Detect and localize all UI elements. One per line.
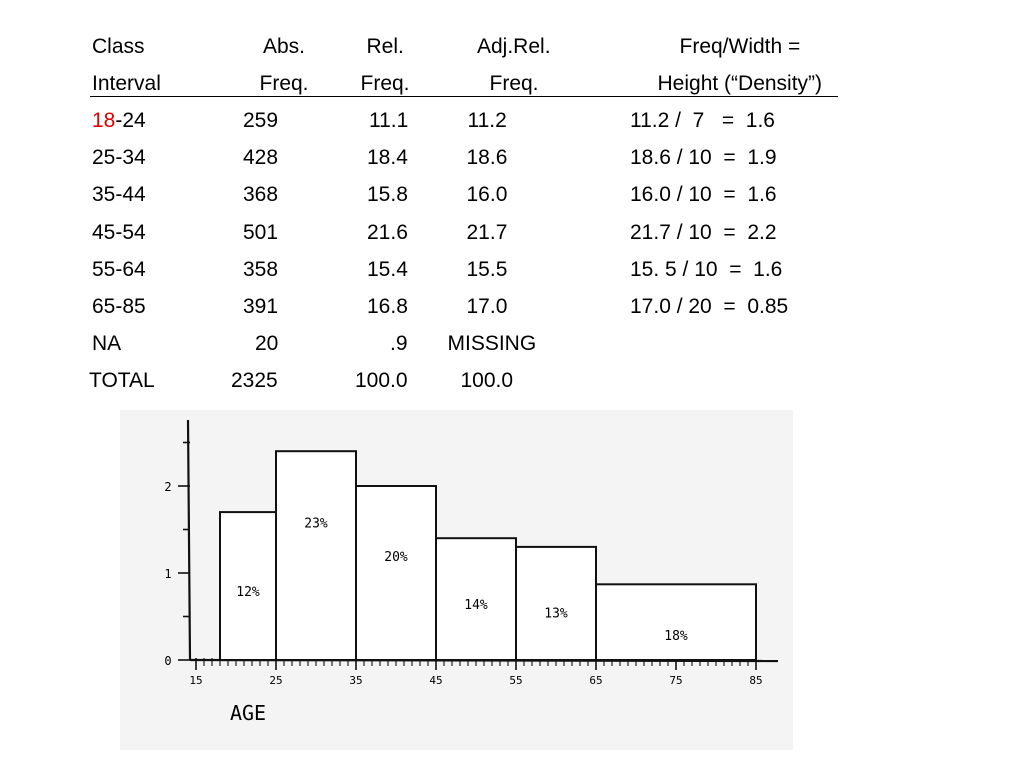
interval-label: TOTAL [89, 369, 155, 393]
cell-abs-freq: 501 [243, 220, 279, 244]
cell-density-calc: 17.0 / 20 = 0.85 [630, 295, 789, 318]
cell-interval: NA [92, 331, 121, 357]
header-class-line1: Class [92, 35, 145, 58]
cell-adj-rel-freq: 21.7 [466, 220, 508, 244]
cell-rel-freq: 16.8 [367, 295, 408, 318]
cell-interval: TOTAL [89, 368, 155, 394]
cell-adj-rel-freq: 17.0 [466, 295, 508, 318]
cell-rel-freq: .9 [390, 332, 408, 356]
cell-abs-freq: 259 [243, 109, 279, 132]
y-axis-line [186, 419, 192, 661]
cell-abs-freq: 368 [243, 183, 279, 207]
interval-label: 35-44 [92, 183, 146, 207]
cell-abs-freq: 20 [255, 332, 279, 356]
cell-adj-rel-freq: 18.6 [466, 146, 508, 170]
bar-percent-label: 12% [236, 585, 260, 600]
cell-interval: 25-34 [92, 145, 146, 171]
cell-density-calc: 16.0 / 10 = 1.6 [630, 183, 777, 207]
x-tick-label: 85 [749, 674, 762, 687]
cell-adj-rel-freq: 11.2 [467, 109, 507, 132]
bar-percent-label: 20% [384, 550, 408, 565]
cell-adj-rel-freq: MISSING [447, 332, 537, 356]
age-histogram: 0 1 2 15 25 35 45 55 65 75 85 12% 23% 20% 14% 13% 18% AGE [164, 419, 779, 725]
histogram-bar [355, 485, 437, 661]
interval-label: NA [92, 332, 122, 356]
header-abs-line1: Abs. [263, 35, 306, 58]
x-tick-label: 55 [509, 674, 522, 687]
cell-rel-freq: 100.0 [355, 369, 408, 393]
header-rel-line2: Freq. [360, 72, 410, 95]
histogram-bar [595, 583, 757, 661]
cell-density-calc: 15. 5 / 10 = 1.6 [630, 257, 783, 281]
header-class-line2: Interval [92, 72, 161, 95]
cell-abs-freq: 2325 [231, 369, 278, 393]
header-abs-line2: Freq. [259, 72, 309, 95]
cell-abs-freq: 428 [243, 146, 279, 170]
header-adj-line1: Adj.Rel. [477, 35, 551, 58]
cell-interval: 18-24 [92, 108, 146, 134]
header-adj-line2: Freq. [489, 72, 539, 95]
cell-adj-rel-freq: 16.0 [466, 183, 508, 207]
bar-percent-label: 13% [544, 606, 568, 621]
interval-label: 25-34 [92, 146, 146, 170]
x-tick-label: 65 [589, 674, 602, 687]
histogram-bar [275, 450, 357, 662]
y-tick-label: 2 [164, 480, 171, 494]
histogram-bar [515, 545, 597, 661]
cell-interval: 65-85 [92, 294, 146, 320]
x-tick-label: 75 [669, 674, 682, 687]
cell-abs-freq: 358 [243, 257, 279, 281]
bar-percent-label: 23% [304, 517, 328, 532]
histogram-bar [435, 537, 517, 661]
header-calc-line1: Freq/Width = [679, 35, 801, 58]
cell-abs-freq: 391 [243, 295, 279, 318]
header-rel-line1: Rel. [366, 35, 404, 58]
bar-percent-label: 18% [664, 629, 688, 644]
cell-rel-freq: 18.4 [367, 146, 408, 170]
cell-rel-freq: 15.4 [367, 257, 408, 281]
header-calc-line2: Height (“Density”) [657, 72, 823, 95]
bar-percent-label: 14% [464, 598, 488, 613]
header-underline [90, 96, 838, 97]
cell-density-calc: 11.2 / 7 = 1.6 [630, 109, 775, 132]
interval-label: 65-85 [92, 295, 146, 318]
cell-rel-freq: 15.8 [367, 183, 408, 207]
y-tick-label: 0 [164, 654, 171, 668]
histogram-panel: 0 1 2 15 25 35 45 55 65 75 85 12% 23% 20% 14% 13% 18% AGE [120, 410, 793, 750]
interval-label: 55-64 [92, 257, 146, 281]
cell-rel-freq: 11.1 [369, 109, 409, 132]
cell-density-calc: 18.6 / 10 = 1.9 [630, 146, 777, 170]
cell-adj-rel-freq: 100.0 [460, 369, 514, 393]
x-tick-label: 15 [189, 674, 202, 687]
interval-label: 45-54 [92, 220, 146, 244]
x-tick-label: 45 [429, 674, 442, 687]
cell-adj-rel-freq: 15.5 [466, 257, 508, 281]
cell-interval: 45-54 [92, 220, 146, 246]
cell-interval: 55-64 [92, 257, 146, 283]
cell-interval: 35-44 [92, 182, 146, 208]
x-axis-title: AGE [230, 701, 266, 725]
cell-rel-freq: 21.6 [367, 220, 408, 244]
interval-start-highlight: 18 [92, 109, 116, 132]
cell-density-calc: 21.7 / 10 = 2.2 [630, 220, 777, 244]
y-tick-label: 1 [164, 567, 171, 581]
x-tick-label: 35 [349, 674, 362, 687]
x-tick-label: 25 [269, 674, 282, 687]
interval-label: -24 [115, 109, 146, 132]
